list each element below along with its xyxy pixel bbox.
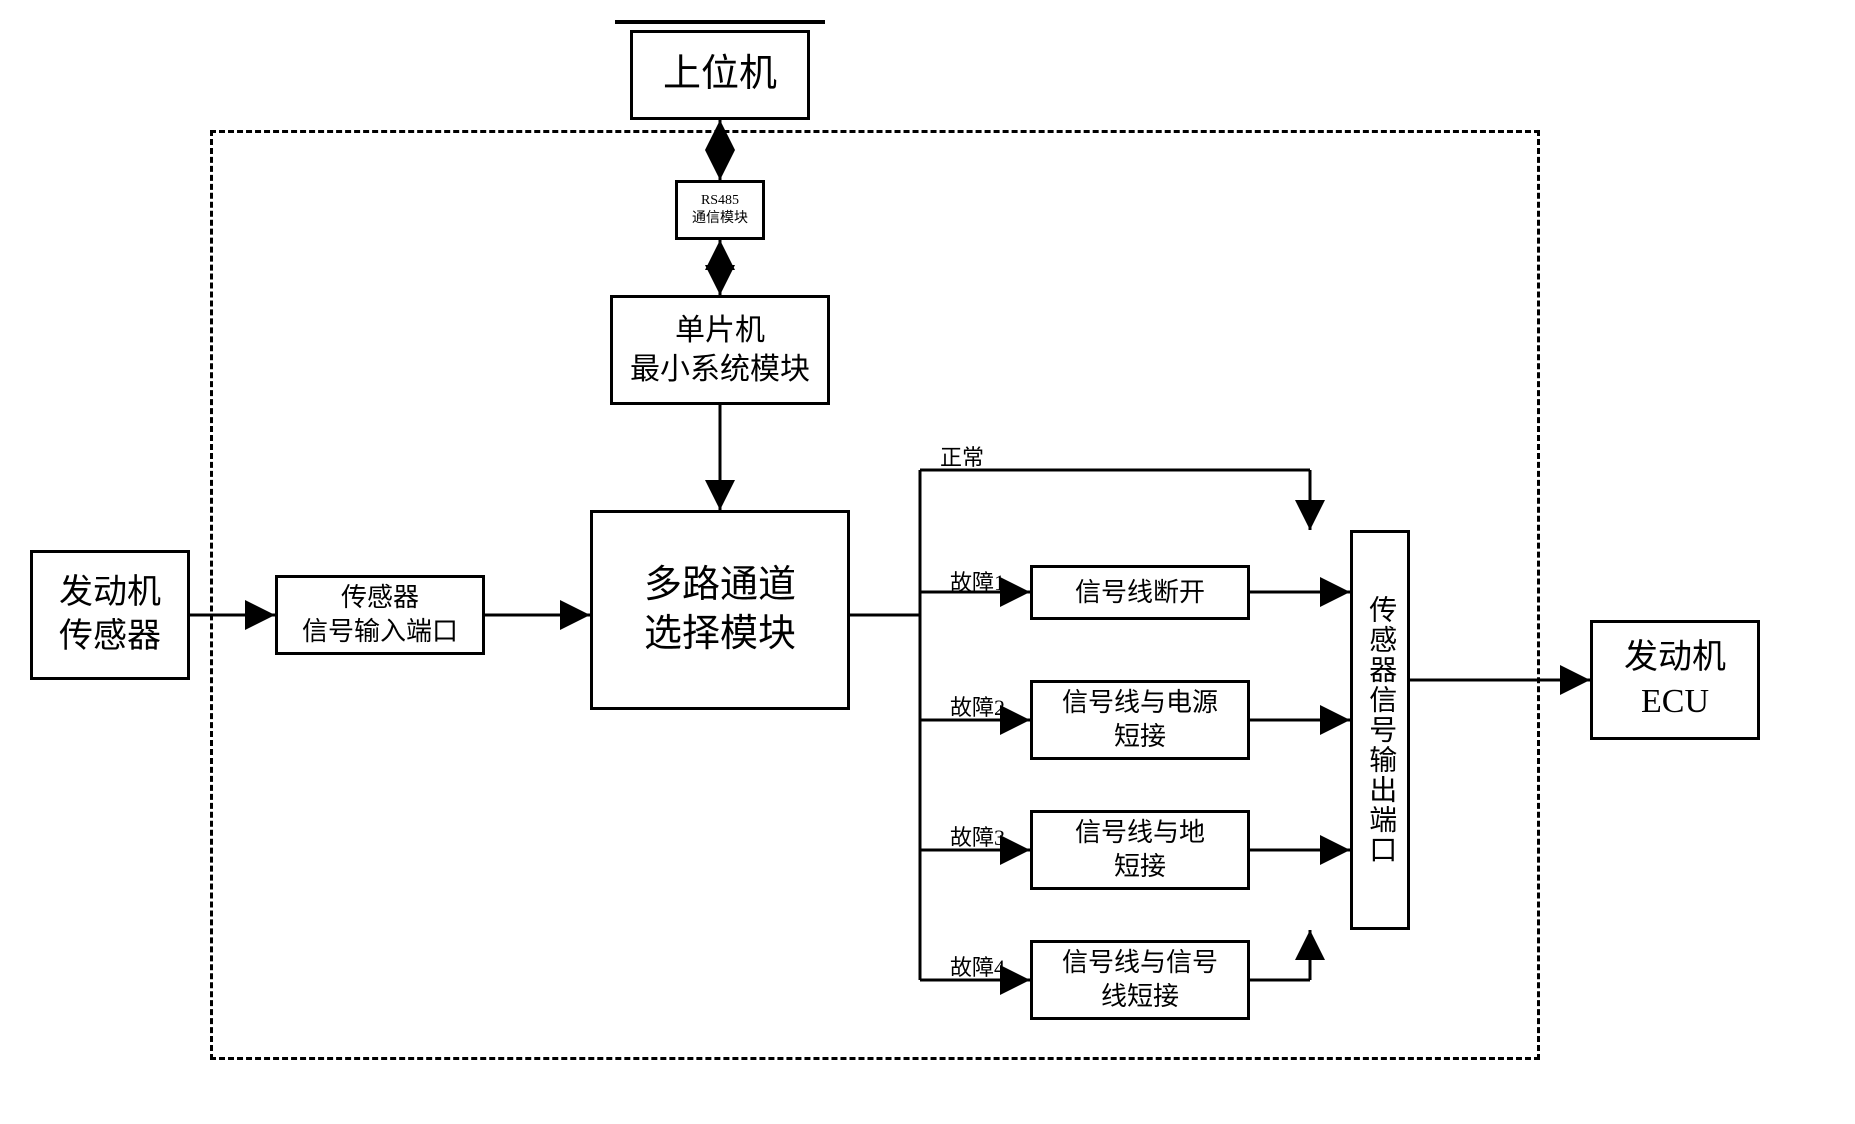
- fault2-label: 故障2: [950, 690, 1005, 722]
- fault1-box: 信号线断开: [1030, 565, 1250, 620]
- host-pc-box: 上位机: [630, 30, 810, 120]
- fault4-label: 故障4: [950, 950, 1005, 982]
- fault3-label: 故障3: [950, 820, 1005, 852]
- fault4-box: 信号线与信号 线短接: [1030, 940, 1250, 1020]
- rs485-box: RS485 通信模块: [675, 180, 765, 240]
- engine-sensor-box: 发动机 传感器: [30, 550, 190, 680]
- engine-ecu-box: 发动机 ECU: [1590, 620, 1760, 740]
- block-diagram: 上位机 RS485 通信模块 单片机 最小系统模块 发动机 传感器 传感器 信号…: [20, 20, 1835, 1104]
- sensor-output-port-box: 传感器信号输出端口: [1350, 530, 1410, 930]
- mcu-box: 单片机 最小系统模块: [610, 295, 830, 405]
- fault1-label: 故障1: [950, 565, 1005, 597]
- normal-label: 正常: [940, 440, 984, 472]
- fault2-box: 信号线与电源 短接: [1030, 680, 1250, 760]
- mux-box: 多路通道 选择模块: [590, 510, 850, 710]
- fault3-box: 信号线与地 短接: [1030, 810, 1250, 890]
- host-pc-cap: [615, 20, 825, 26]
- sensor-input-port-box: 传感器 信号输入端口: [275, 575, 485, 655]
